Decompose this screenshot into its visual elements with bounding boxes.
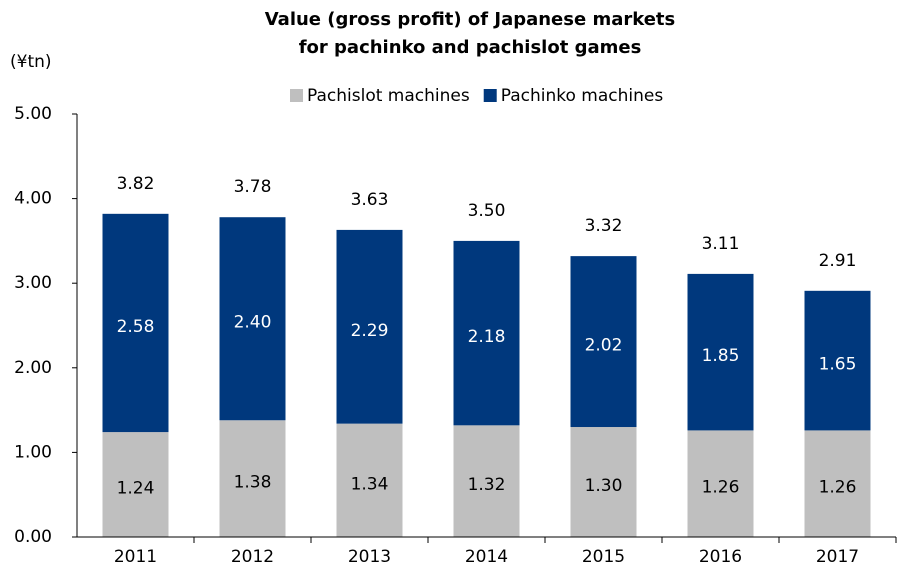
data-label: 2.29 xyxy=(351,321,389,341)
data-label: 1.30 xyxy=(585,476,623,496)
data-label: 1.85 xyxy=(702,346,740,366)
y-tick-label: 5.00 xyxy=(14,104,52,124)
data-label: 1.65 xyxy=(819,355,857,375)
bar-segment xyxy=(570,256,637,428)
data-label: 1.26 xyxy=(702,478,740,498)
data-label: 2.40 xyxy=(234,313,272,333)
total-label: 2.91 xyxy=(819,251,857,271)
total-label: 3.32 xyxy=(585,216,623,236)
legend-label: Pachinko machines xyxy=(501,86,664,106)
y-axis-label: (¥tn) xyxy=(10,52,52,72)
x-tick-label: 2011 xyxy=(114,547,157,567)
y-tick-label: 0.00 xyxy=(14,527,52,547)
bar-segment xyxy=(804,290,871,431)
bar-segment xyxy=(687,430,754,537)
data-label: 1.26 xyxy=(819,478,857,498)
x-tick-label: 2014 xyxy=(465,547,508,567)
data-label: 2.58 xyxy=(117,317,155,337)
x-tick-label: 2013 xyxy=(348,547,391,567)
bar-segment xyxy=(804,430,871,537)
x-tick-label: 2012 xyxy=(231,547,274,567)
data-label: 2.18 xyxy=(468,327,506,347)
data-label: 2.02 xyxy=(585,336,623,356)
data-label: 1.24 xyxy=(117,479,155,499)
bar-segment xyxy=(570,427,637,537)
bar-segment xyxy=(219,217,286,421)
bar-segment xyxy=(453,425,520,537)
bar-segment xyxy=(336,229,403,424)
x-tick-label: 2015 xyxy=(582,547,625,567)
x-tick-label: 2017 xyxy=(816,547,859,567)
bar-segment xyxy=(687,273,754,431)
bar-segment xyxy=(453,240,520,426)
bar-segment xyxy=(102,432,169,537)
total-label: 3.78 xyxy=(234,177,272,197)
data-label: 1.32 xyxy=(468,475,506,495)
legend-label: Pachislot machines xyxy=(307,86,470,106)
legend-swatch xyxy=(290,89,303,102)
chart-title: Value (gross profit) of Japanese markets xyxy=(265,9,676,30)
bar-segment xyxy=(219,420,286,537)
data-label: 1.38 xyxy=(234,473,272,493)
total-label: 3.11 xyxy=(702,234,740,254)
y-tick-label: 4.00 xyxy=(14,189,52,209)
bar-segment xyxy=(102,213,169,433)
total-label: 3.82 xyxy=(117,174,155,194)
y-tick-label: 3.00 xyxy=(14,273,52,293)
total-label: 3.63 xyxy=(351,190,389,210)
total-label: 3.50 xyxy=(468,201,506,221)
data-label: 1.34 xyxy=(351,474,389,494)
x-tick-label: 2016 xyxy=(699,547,742,567)
y-tick-label: 2.00 xyxy=(14,358,52,378)
legend-swatch xyxy=(483,89,497,102)
chart-title: for pachinko and pachislot games xyxy=(299,37,642,58)
bar-segment xyxy=(336,423,403,537)
y-tick-label: 1.00 xyxy=(14,442,52,462)
